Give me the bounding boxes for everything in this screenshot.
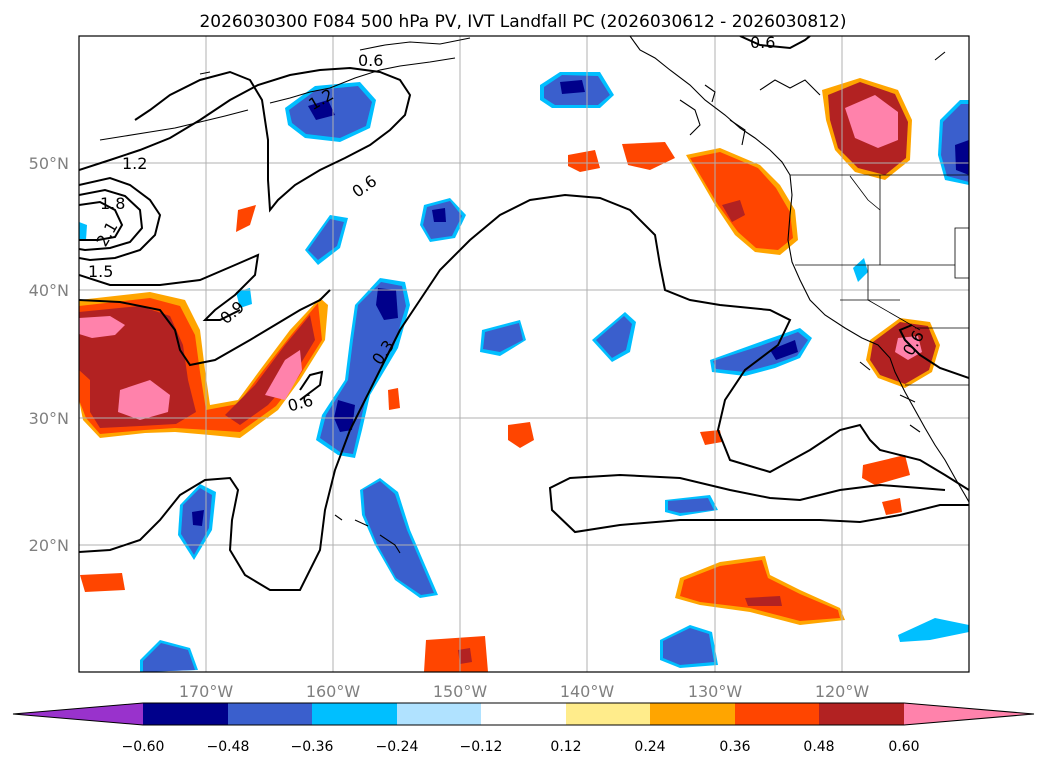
lat-axis-labels: 20°N 30°N 40°N 50°N: [29, 154, 69, 555]
colorbar-tick-label: 0.60: [888, 739, 919, 755]
negative-anomaly: [79, 222, 87, 240]
coastlines: [99, 36, 969, 554]
positive-anomaly: [225, 315, 315, 425]
colorbar-tick-label: 0.24: [634, 739, 665, 755]
positive-anomaly: [895, 336, 922, 360]
positive-anomaly: [722, 200, 745, 222]
positive-anomaly: [862, 455, 910, 485]
positive-anomaly: [700, 430, 722, 445]
colorbar-segment: [819, 703, 904, 725]
positive-anomaly: [882, 498, 902, 515]
colorbar: −0.60 −0.48 −0.36 −0.24 −0.12 0.12 0.24 …: [12, 702, 1035, 755]
negative-anomaly: [560, 80, 585, 94]
colorbar-tick-label: −0.36: [291, 739, 334, 755]
contour-label: 0.6: [358, 51, 383, 70]
lon-tick-label: 120°W: [815, 682, 870, 701]
colorbar-ticks: −0.60 −0.48 −0.36 −0.24 −0.12 0.12 0.24 …: [122, 739, 920, 755]
contour-lines: [79, 36, 969, 591]
negative-anomaly: [483, 323, 523, 352]
contour-label: 1.5: [88, 262, 113, 281]
colorbar-tick-label: −0.24: [376, 739, 419, 755]
colorbar-extend-min: [13, 703, 143, 725]
negative-anomaly: [663, 628, 714, 665]
lat-tick-label: 20°N: [29, 536, 69, 555]
positive-anomaly: [236, 205, 256, 232]
negative-anomaly: [192, 510, 204, 526]
negative-anomaly: [955, 140, 969, 175]
negative-anomaly: [143, 643, 195, 672]
positive-anomaly: [690, 152, 793, 250]
positive-anomaly: [265, 350, 302, 400]
negative-anomaly: [308, 219, 344, 260]
positive-anomaly: [568, 150, 600, 172]
positive-anomaly: [388, 388, 400, 410]
negative-anomaly: [770, 340, 798, 360]
negative-anomaly: [713, 332, 808, 372]
lon-axis-labels: 170°W 160°W 150°W 140°W 130°W 120°W: [179, 682, 870, 701]
lon-tick-label: 170°W: [179, 682, 234, 701]
positive-anomaly: [79, 316, 125, 338]
lon-tick-label: 160°W: [306, 682, 361, 701]
map-frame: [78, 35, 970, 673]
shaded-field: [79, 72, 969, 672]
negative-anomaly: [853, 258, 868, 282]
colorbar-segment: [735, 703, 819, 725]
colorbar-segment: [566, 703, 650, 725]
colorbar-segment: [650, 703, 735, 725]
colorbar-segment: [312, 703, 397, 725]
positive-anomaly: [118, 380, 170, 420]
negative-anomaly: [668, 498, 714, 513]
colorbar-segment: [228, 703, 312, 725]
map-panel: [79, 36, 969, 672]
colorbar-extend-max: [904, 703, 1034, 725]
colorbar-segment: [481, 703, 566, 725]
colorbar-segment: [397, 703, 481, 725]
colorbar-tick-label: −0.60: [122, 739, 165, 755]
negative-anomaly: [308, 100, 335, 120]
lat-tick-label: 50°N: [29, 154, 69, 173]
positive-anomaly: [508, 422, 534, 448]
negative-anomaly: [363, 481, 434, 595]
colorbar-tick-label: −0.48: [207, 739, 250, 755]
plot-title: 2026030300 F084 500 hPa PV, IVT Landfall…: [199, 12, 846, 32]
colorbar-tick-label: −0.12: [460, 739, 503, 755]
colorbar-tick-label: 0.48: [803, 739, 834, 755]
positive-anomaly: [845, 95, 898, 148]
gridlines: [79, 36, 969, 672]
political-borders: [790, 174, 969, 386]
lat-tick-label: 40°N: [29, 281, 69, 300]
lat-tick-label: 30°N: [29, 409, 69, 428]
positive-anomaly: [680, 560, 840, 621]
colorbar-tick-label: 0.36: [719, 739, 750, 755]
contour-label: 1.2: [122, 154, 147, 173]
contour-label: 1.8: [100, 194, 125, 213]
negative-anomaly: [334, 400, 355, 432]
positive-anomaly: [458, 648, 472, 664]
contour-label: 0.6: [750, 33, 775, 52]
negative-anomaly: [898, 618, 969, 642]
negative-anomaly: [236, 288, 252, 308]
lon-tick-label: 130°W: [688, 682, 743, 701]
colorbar-tick-label: 0.12: [550, 739, 581, 755]
colorbar-segment: [143, 703, 228, 725]
negative-anomaly: [596, 316, 632, 358]
positive-anomaly: [745, 596, 782, 606]
positive-anomaly: [80, 573, 125, 592]
lon-tick-label: 150°W: [433, 682, 488, 701]
negative-anomaly: [432, 208, 446, 222]
lon-tick-label: 140°W: [560, 682, 615, 701]
positive-anomaly: [424, 636, 488, 672]
negative-anomaly: [376, 288, 398, 320]
